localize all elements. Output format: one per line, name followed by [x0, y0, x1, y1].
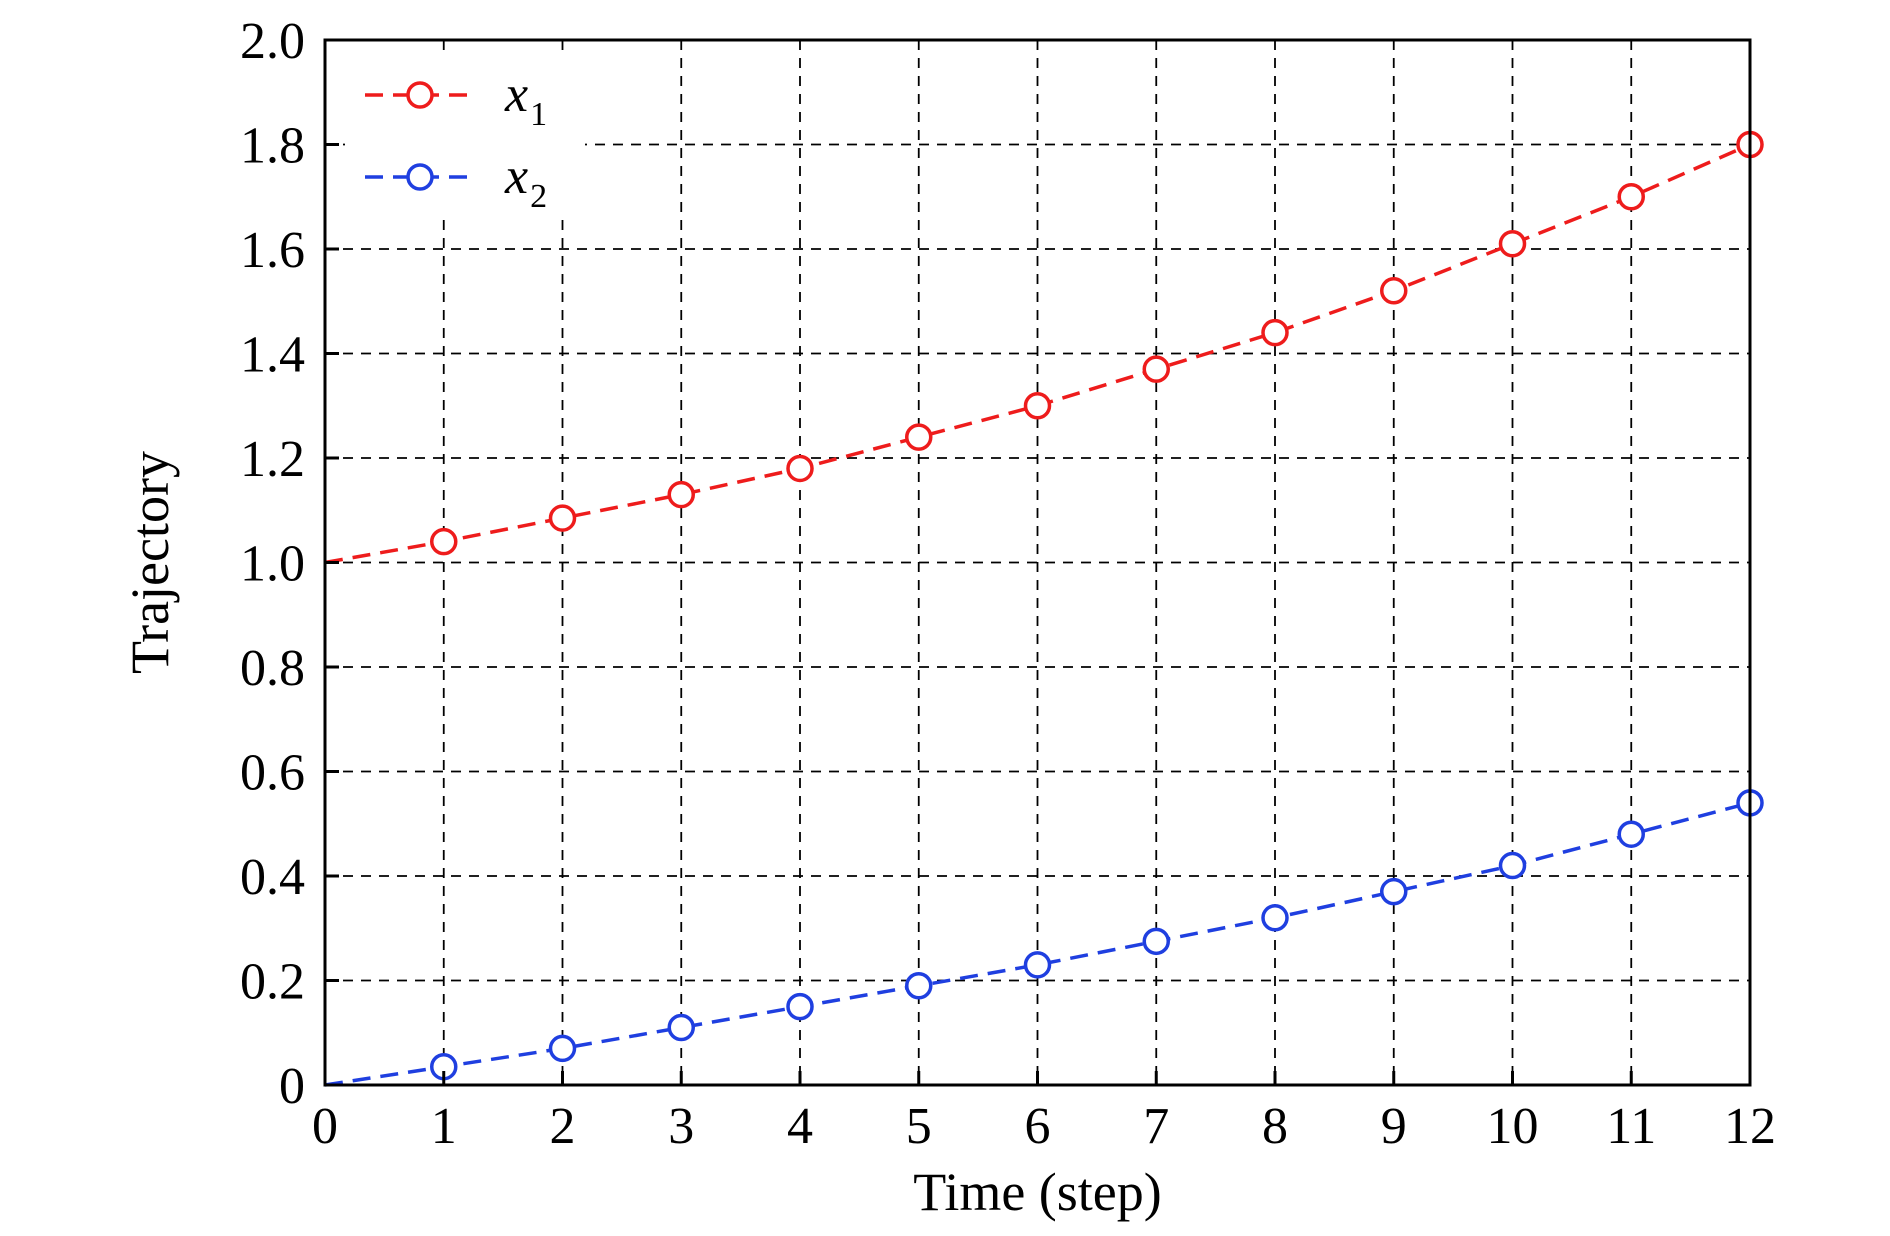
x-tick-label: 10: [1487, 1098, 1539, 1155]
series-1-point: [1617, 183, 1645, 211]
x-tick-label: 1: [431, 1098, 457, 1155]
series-2-point: [1617, 820, 1645, 848]
legend-background: [345, 50, 585, 220]
series-1-point: [1023, 392, 1052, 420]
x-tick-label: 0: [312, 1098, 338, 1155]
x-tick-label: 9: [1381, 1098, 1407, 1155]
y-tick-label: 1.4: [240, 327, 305, 384]
y-tick-label: 0.6: [240, 745, 305, 802]
x-tick-label: 3: [668, 1098, 694, 1155]
x-axis-ticks: 0 1 2 3 4 5 6 7 8 9 10 11 12: [312, 1071, 1776, 1155]
legend-label-2: x2: [504, 148, 547, 215]
series-1-point: [548, 504, 577, 532]
x-tick-label: 7: [1143, 1098, 1169, 1155]
y-tick-label: 2.0: [240, 13, 305, 70]
legend-series-subscript: 2: [530, 178, 547, 215]
series-2-point: [667, 1013, 695, 1042]
x-tick-label: 8: [1262, 1098, 1288, 1155]
series-2-point: [786, 992, 814, 1021]
series-2-point: [1023, 951, 1052, 979]
x-tick-label: 5: [906, 1098, 932, 1155]
y-tick-label: 0.8: [240, 640, 305, 697]
series-1-point: [1142, 355, 1170, 383]
series-2-point: [905, 971, 933, 1000]
series-1-point: [430, 527, 458, 556]
x-tick-label: 11: [1606, 1098, 1656, 1155]
series-2-point: [1498, 851, 1527, 880]
series-1-point: [1498, 230, 1527, 258]
x-tick-label: 4: [787, 1098, 813, 1155]
series-1-point: [1261, 318, 1289, 347]
y-tick-label: 1.2: [240, 431, 305, 488]
y-axis-label: Trajectory: [120, 451, 180, 674]
y-tick-label: 0.4: [240, 849, 305, 906]
series-2-point: [548, 1034, 577, 1063]
legend-series-subscript: 1: [530, 96, 547, 133]
legend-label-1: x1: [504, 66, 547, 133]
series-1-point: [905, 423, 933, 451]
y-axis-ticks: 0 0.2 0.4 0.6 0.8 1.0 1.2 1.4 1.6 1.8 2.0: [240, 13, 339, 1115]
legend-series-name: x: [504, 148, 528, 205]
series-1-point: [786, 454, 814, 483]
legend-series-name: x: [504, 66, 528, 123]
y-tick-label: 0: [279, 1058, 305, 1115]
x-tick-label: 2: [550, 1098, 576, 1155]
y-tick-label: 0.2: [240, 954, 305, 1011]
y-tick-label: 1.8: [240, 118, 305, 175]
x-tick-label: 6: [1025, 1098, 1051, 1155]
series-1-point: [667, 480, 695, 509]
x-tick-label: 12: [1724, 1098, 1776, 1155]
y-tick-label: 1.6: [240, 222, 305, 279]
series-2-point: [1380, 877, 1408, 906]
series-2-point: [1261, 904, 1289, 932]
y-tick-label: 1.0: [240, 536, 305, 593]
legend-marker-2: [406, 163, 434, 191]
series-2-point: [1142, 927, 1170, 956]
series-1-point: [1380, 277, 1408, 305]
legend-marker-1: [406, 81, 434, 109]
series-layer: [324, 130, 1764, 1087]
x-axis-label: Time (step): [913, 1162, 1162, 1222]
